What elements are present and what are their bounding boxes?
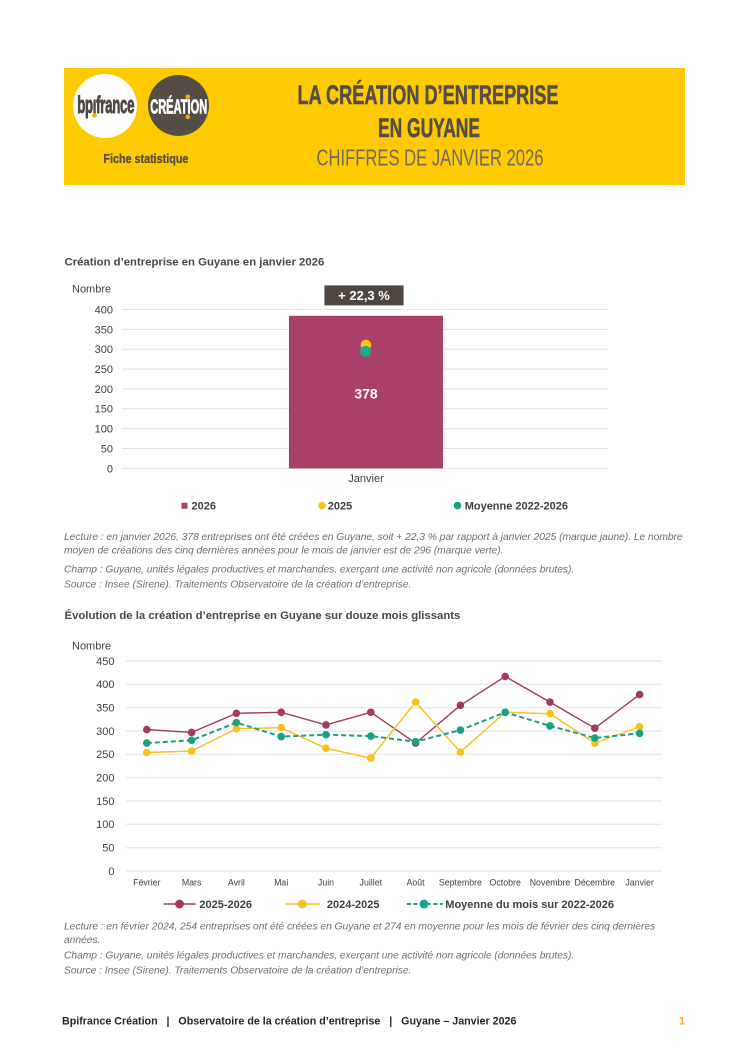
svg-text:300: 300: [95, 344, 113, 356]
svg-text:CHIFFRES DE JANVIER 2026: CHIFFRES DE JANVIER 2026: [317, 145, 544, 171]
svg-text:400: 400: [95, 304, 113, 316]
svg-text:300: 300: [96, 726, 114, 738]
svg-text:50: 50: [102, 843, 114, 855]
svg-text:Mars: Mars: [182, 878, 202, 888]
svg-text:350: 350: [95, 324, 113, 336]
svg-text:Avril: Avril: [228, 878, 245, 888]
svg-text:Octobre: Octobre: [490, 878, 521, 888]
svg-text:100: 100: [96, 819, 114, 831]
svg-text:Août: Août: [407, 878, 426, 888]
svg-text:Lecture : en février 2024, 254: Lecture : en février 2024, 254 entrepris…: [64, 921, 655, 932]
svg-text:Création d’entreprise en Guyan: Création d’entreprise en Guyane en janvi…: [65, 257, 325, 269]
svg-text:2025-2026: 2025-2026: [199, 899, 252, 911]
svg-text:200: 200: [96, 773, 114, 785]
svg-text:100: 100: [95, 424, 113, 436]
svg-text:Champ : Guyane, unités légales: Champ : Guyane, unités légales productiv…: [64, 950, 574, 961]
svg-text:400: 400: [96, 679, 114, 691]
svg-text:moyen de créations des cinq de: moyen de créations des cinq dernières an…: [64, 546, 503, 557]
svg-text:EN GUYANE: EN GUYANE: [378, 113, 480, 143]
svg-text:378: 378: [354, 385, 378, 401]
svg-text:250: 250: [96, 749, 114, 761]
svg-text:Janvier: Janvier: [625, 878, 653, 888]
svg-text:1: 1: [679, 1016, 685, 1028]
svg-text:Janvier: Janvier: [348, 473, 384, 485]
svg-text:0: 0: [108, 866, 114, 878]
svg-text:Février: Février: [133, 878, 160, 888]
svg-text:Évolution de la création d’ent: Évolution de la création d’entreprise en…: [65, 609, 461, 622]
svg-text:2025: 2025: [328, 501, 352, 513]
svg-text:Fiche statistique: Fiche statistique: [103, 152, 188, 166]
svg-text:Septembre: Septembre: [439, 878, 482, 888]
svg-text:Novembre: Novembre: [530, 878, 571, 888]
svg-text:2024-2025: 2024-2025: [327, 899, 380, 911]
svg-text:années.: années.: [64, 935, 100, 946]
svg-text:Bpifrance Création | Obser: Bpifrance Création | Observatoire de la …: [62, 1015, 516, 1027]
svg-text:LA CRÉATION D’ENTREPRISE: LA CRÉATION D’ENTREPRISE: [298, 80, 559, 110]
svg-text:CRÉATION: CRÉATION: [150, 96, 207, 119]
svg-text:Mai: Mai: [274, 878, 288, 888]
svg-text:Source : Insee (Sirene). Trai: Source : Insee (Sirene). Traitements Obs…: [64, 579, 411, 590]
svg-text:250: 250: [95, 364, 113, 376]
svg-text:Champ : Guyane, unités légales: Champ : Guyane, unités légales productiv…: [64, 565, 574, 576]
svg-text:Juin: Juin: [318, 878, 334, 888]
svg-text:Moyenne 2022-2026: Moyenne 2022-2026: [465, 501, 568, 513]
svg-text:Nombre: Nombre: [72, 641, 111, 653]
svg-text:350: 350: [96, 703, 114, 715]
svg-text:2026: 2026: [192, 501, 216, 513]
svg-text:+ 22,3 %: + 22,3 %: [338, 288, 390, 303]
svg-text:150: 150: [96, 796, 114, 808]
svg-text:50: 50: [101, 443, 113, 455]
svg-text:Moyenne du mois sur 2022-2026: Moyenne du mois sur 2022-2026: [445, 899, 614, 911]
svg-text:Juillet: Juillet: [360, 878, 383, 888]
svg-text:0: 0: [107, 463, 113, 475]
svg-text:Décembre: Décembre: [575, 878, 616, 888]
svg-text:Lecture : en janvier 2026, 378: Lecture : en janvier 2026, 378 entrepris…: [64, 532, 683, 543]
svg-text:200: 200: [95, 384, 113, 396]
svg-text:Source : Insee (Sirene). Trai: Source : Insee (Sirene). Traitements Obs…: [64, 965, 411, 976]
svg-text:Nombre: Nombre: [72, 284, 111, 296]
svg-text:150: 150: [95, 404, 113, 416]
svg-text:450: 450: [96, 656, 114, 668]
svg-text:bpıfrance: bpıfrance: [77, 92, 134, 119]
